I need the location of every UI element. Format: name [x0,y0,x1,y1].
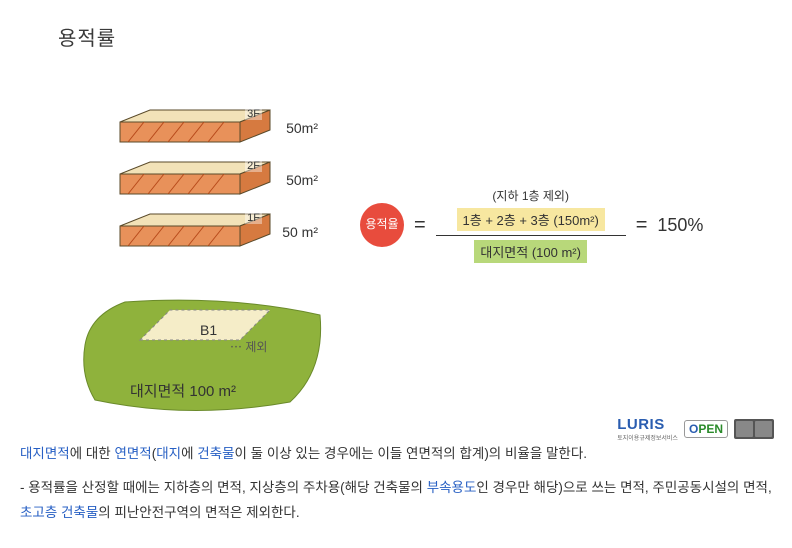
floor-2f: 2F 50m² [120,162,270,200]
plot-b1-label: B1 [200,322,217,338]
open-logo-text: PEN [698,422,723,436]
luris-logo-text: LURIS [617,416,665,433]
text-run: 이 둘 이상 있는 경우에는 이들 연면적의 합계)의 비율을 말한다. [235,446,588,461]
floor-tag-3f: 3F [245,108,262,120]
paragraph-1: 대지면적에 대한 연면적(대지에 건축물이 둘 이상 있는 경우에는 이들 연면… [20,441,772,467]
diagram-container: 3F 50m² 2F 50m² 1F 50 m² [80,110,720,430]
link-building[interactable]: 건축물 [197,446,234,461]
equals-sign-1: = [414,214,426,237]
text-run: - 용적률을 산정할 때에는 지하층의 면적, 지상층의 주차용(해당 건축물의 [20,480,427,495]
page-title: 용적률 [58,22,116,51]
floor-tag-1f: 1F [245,212,262,224]
ground-plot: B1 ⋯ 제외 대지면적 100 m² [70,290,330,420]
equals-sign-2: = [636,214,648,237]
equation: 용적율 = (지하 1층 제외) 1층 + 2층 + 3층 (150m²) 대지… [360,180,760,270]
text-run: 에 [181,446,197,461]
equation-fraction: (지하 1층 제외) 1층 + 2층 + 3층 (150m²) 대지면적 (10… [436,187,626,263]
floor-area-3f: 50m² [286,120,318,136]
equation-badge: 용적율 [360,203,404,247]
link-ancillary-use[interactable]: 부속용도 [427,480,477,495]
plot-excluded-label: ⋯ 제외 [230,338,267,355]
equation-denominator: 대지면적 (100 m²) [474,240,587,263]
floor-1f: 1F 50 m² [120,214,270,252]
link-site[interactable]: 대지 [156,446,181,461]
paragraph-2: - 용적률을 산정할 때에는 지하층의 면적, 지상층의 주차용(해당 건축물의… [20,475,772,526]
plot-area-label: 대지면적 100 m² [130,380,236,401]
equation-result: 150% [657,215,703,236]
link-highrise-building[interactable]: 초고층 건축물 [20,505,98,520]
fraction-line [436,235,626,236]
luris-logo: LURIS 토지이용규제정보서비스 [617,416,678,442]
floor-area-1f: 50 m² [282,224,318,240]
equation-numerator: 1층 + 2층 + 3층 (150m²) [457,208,605,231]
floor-tag-2f: 2F [245,160,262,172]
link-total-floor-area[interactable]: 연면적 [114,446,151,461]
text-run: 의 피난안전구역의 면적은 제외한다. [98,505,299,520]
text-run: 인 경우만 해당)으로 쓰는 면적, 주민공동시설의 면적, [476,480,771,495]
logo-bar: LURIS 토지이용규제정보서비스 OPEN [617,416,774,442]
description-text: 대지면적에 대한 연면적(대지에 건축물이 둘 이상 있는 경우에는 이들 연면… [20,441,772,534]
text-run: 에 대한 [70,446,115,461]
equation-top-note: (지하 1층 제외) [492,187,569,204]
floor-area-2f: 50m² [286,172,318,188]
license-badges-icon [734,419,774,439]
link-site-area[interactable]: 대지면적 [20,446,70,461]
floor-3f: 3F 50m² [120,110,270,148]
open-logo: OPEN [684,420,728,438]
